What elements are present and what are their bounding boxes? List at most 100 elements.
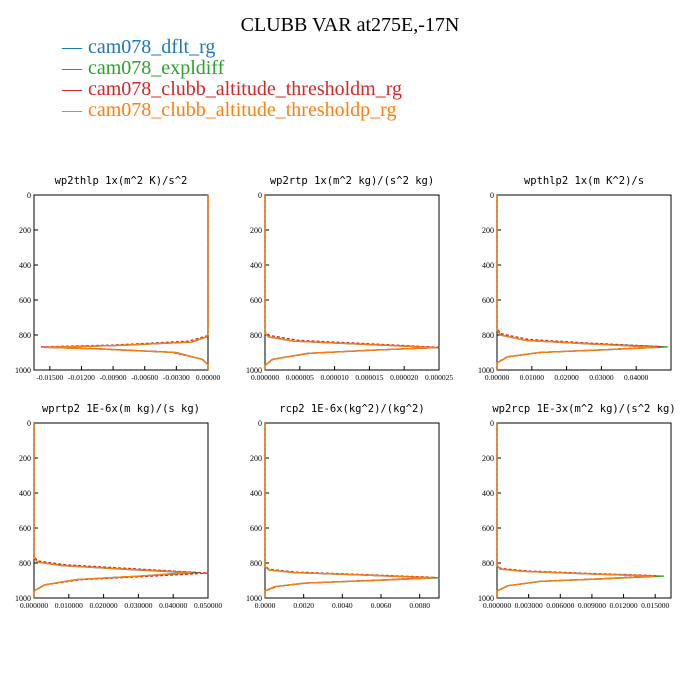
y-tick-label: 800	[19, 331, 31, 340]
panel-title: wpthlp2 1x(m K^2)/s	[524, 175, 644, 187]
y-tick-label: 1000	[478, 594, 494, 603]
y-tick-label: 600	[482, 524, 494, 533]
x-tick-label: -0.01200	[68, 373, 95, 382]
y-tick-label: 0	[490, 419, 494, 428]
y-tick-label: 1000	[478, 366, 494, 375]
x-tick-label: 0.02000	[554, 373, 579, 382]
y-tick-label: 800	[250, 331, 262, 340]
x-tick-label: 0.00000	[485, 373, 510, 382]
y-tick-label: 0	[27, 419, 31, 428]
panel-title: wp2rtp 1x(m^2 kg)/(s^2 kg)	[270, 175, 434, 187]
y-tick-label: 200	[19, 226, 31, 235]
panel-title: wp2rcp 1E-3x(m^2 kg)/(s^2 kg)	[492, 403, 675, 415]
x-tick-label: 0.050000	[194, 601, 222, 610]
x-tick-label: 0.0080	[409, 601, 430, 610]
series-line-4	[44, 195, 209, 370]
plot-frame	[33, 194, 209, 371]
legend-entry-thresholdm: — cam078_clubb_altitude_thresholdm_rg	[62, 79, 402, 100]
x-tick-label: 0.000020	[390, 373, 418, 382]
series-line-4	[264, 195, 437, 370]
legend-swatch: —	[62, 36, 82, 58]
x-tick-label: 0.03000	[589, 373, 614, 382]
x-tick-label: 0.015000	[641, 601, 669, 610]
series-line-4	[33, 423, 192, 598]
x-tick-label: 0.01000	[520, 373, 545, 382]
y-tick-label: 200	[19, 454, 31, 463]
y-tick-label: 200	[250, 454, 262, 463]
chart-panel-5: rcp2 1E-6x(kg^2)/(kg^2) 0 200 400 600 800 1000…	[246, 403, 440, 610]
x-tick-label: -0.01500	[36, 373, 63, 382]
y-tick-label: 800	[250, 559, 262, 568]
x-tick-label: 0.010000	[55, 601, 83, 610]
y-tick-label: 800	[482, 559, 494, 568]
x-tick-label: 0.00000	[196, 373, 221, 382]
y-tick-label: 400	[250, 489, 262, 498]
x-tick-label: 0.012000	[609, 601, 637, 610]
y-tick-label: 600	[19, 524, 31, 533]
legend-swatch: —	[62, 99, 82, 121]
legend-label: cam078_dflt_rg	[88, 36, 216, 58]
legend-label: cam078_clubb_altitude_thresholdm_rg	[88, 78, 403, 100]
x-tick-label: 0.003000	[515, 601, 543, 610]
y-tick-label: 1000	[246, 366, 262, 375]
y-tick-label: 600	[482, 296, 494, 305]
x-tick-label: -0.00600	[131, 373, 158, 382]
chart-panel-2: wp2rtp 1x(m^2 kg)/(s^2 kg) 0 200 400 600 800 1…	[246, 175, 453, 382]
y-tick-label: 600	[250, 524, 262, 533]
legend: — cam078_dflt_rg — cam078_expldiff — cam078…	[62, 37, 402, 121]
y-tick-label: 1000	[15, 594, 31, 603]
panel-title: wprtp2 1E-6x(m kg)/(s kg)	[42, 403, 200, 415]
x-tick-label: 0.020000	[90, 601, 118, 610]
y-tick-label: 0	[490, 191, 494, 200]
y-tick-label: 200	[482, 454, 494, 463]
y-tick-label: 200	[482, 226, 494, 235]
x-tick-label: 0.009000	[578, 601, 606, 610]
series-line-3	[496, 195, 662, 370]
y-tick-label: 0	[258, 191, 262, 200]
x-tick-label: 0.000000	[483, 601, 511, 610]
y-tick-label: 800	[482, 331, 494, 340]
x-tick-label: 0.0020	[293, 601, 314, 610]
y-tick-label: 800	[19, 559, 31, 568]
y-tick-label: 400	[482, 489, 494, 498]
y-tick-label: 0	[258, 419, 262, 428]
legend-entry-thresholdp: — cam078_clubb_altitude_thresholdp_rg	[62, 100, 402, 121]
x-tick-label: -0.00900	[100, 373, 127, 382]
y-tick-label: 1000	[246, 594, 262, 603]
y-tick-label: 600	[19, 296, 31, 305]
y-tick-label: 400	[19, 261, 31, 270]
y-tick-label: 400	[250, 261, 262, 270]
legend-entry-dflt: — cam078_dflt_rg	[62, 37, 402, 58]
panel-title: rcp2 1E-6x(kg^2)/(kg^2)	[279, 403, 424, 415]
y-tick-label: 200	[250, 226, 262, 235]
chart-panel-4: wprtp2 1E-6x(m kg)/(s kg) 0 200 400 600 800 10…	[15, 403, 222, 610]
x-tick-label: 0.000005	[286, 373, 314, 382]
chart-panel-6: wp2rcp 1E-3x(m^2 kg)/(s^2 kg) 0 200 400 600 8…	[478, 403, 676, 610]
series-line-4	[496, 423, 655, 598]
x-tick-label: 0.040000	[159, 601, 187, 610]
legend-swatch: —	[62, 78, 82, 100]
figure-title: CLUBB VAR at275E,-17N	[240, 14, 460, 36]
legend-entry-expldiff: — cam078_expldiff	[62, 58, 402, 79]
series-line-3	[40, 195, 209, 370]
x-tick-label: 0.04000	[624, 373, 649, 382]
x-tick-label: 0.0040	[332, 601, 353, 610]
y-tick-label: 0	[27, 191, 31, 200]
legend-swatch: —	[62, 57, 82, 79]
x-tick-label: 0.0060	[371, 601, 392, 610]
panel-title: wp2thlp 1x(m^2 K)/s^2	[55, 175, 188, 187]
legend-label: cam078_expldiff	[88, 57, 225, 79]
x-tick-label: 0.030000	[124, 601, 152, 610]
x-tick-label: 0.000025	[425, 373, 453, 382]
chart-panel-3: wpthlp2 1x(m K^2)/s 0 200 400 600 800 10000.00…	[478, 175, 672, 382]
x-tick-label: 0.000000	[251, 373, 279, 382]
x-tick-label: -0.00300	[163, 373, 190, 382]
x-tick-label: 0.000010	[321, 373, 349, 382]
y-tick-label: 600	[250, 296, 262, 305]
x-tick-label: 0.000015	[355, 373, 383, 382]
x-tick-label: 0.0000	[255, 601, 276, 610]
legend-label: cam078_clubb_altitude_thresholdp_rg	[88, 99, 397, 121]
series-line-4	[264, 423, 434, 598]
y-tick-label: 400	[19, 489, 31, 498]
